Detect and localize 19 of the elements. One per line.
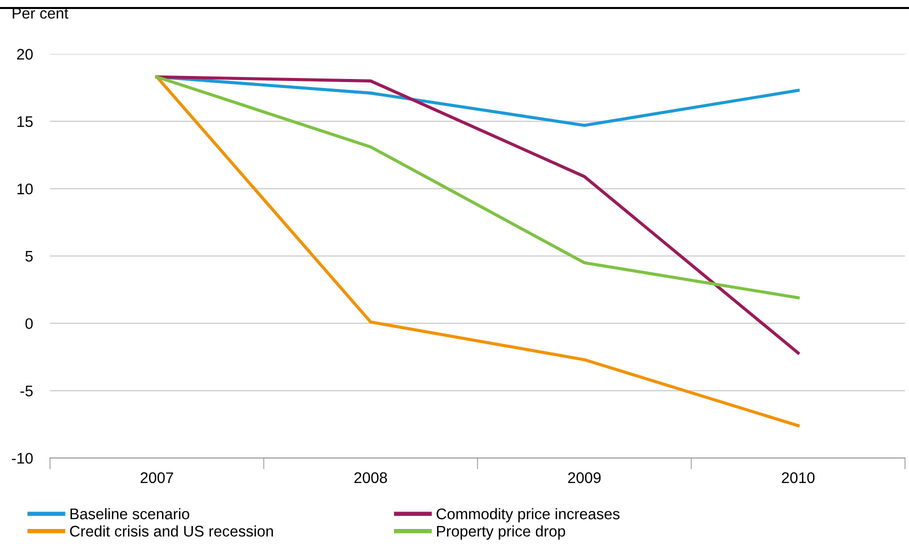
y-tick-label: 15 [18, 116, 33, 128]
legend-label: Baseline scenario [70, 508, 190, 520]
legend-label: Property price drop [437, 525, 566, 540]
line-series [155, 75, 800, 300]
line-series [155, 75, 800, 127]
y-tick-label: 0 [25, 318, 33, 330]
x-tick-label: 2009 [568, 472, 601, 484]
line-series [155, 75, 800, 354]
x-tick-label: 2008 [354, 472, 387, 484]
y-tick-label: -5 [20, 386, 33, 396]
y-tick-label: 5 [25, 251, 33, 262]
line-series [155, 75, 800, 428]
y-tick-label: 10 [18, 184, 33, 194]
y-tick-label: -10 [12, 452, 33, 464]
legend-label: Commodity price increases [436, 508, 620, 522]
y-tick-label: 20 [17, 48, 33, 60]
x-tick-label: 2010 [782, 472, 815, 484]
x-tick-label: 2007 [140, 472, 174, 484]
legend-label: Credit crisis and US recession [70, 525, 273, 537]
